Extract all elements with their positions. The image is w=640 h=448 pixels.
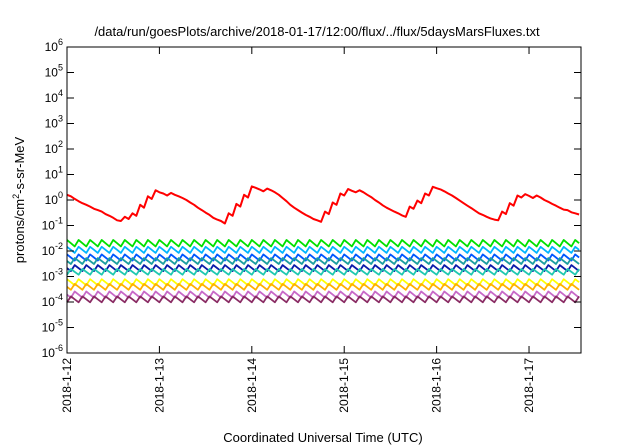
chart-title: /data/run/goesPlots/archive/2018-01-17/1… [94,24,540,39]
y-tick-label: 10-6 [42,343,63,360]
y-tick-label: 101 [45,165,63,182]
series-line-8 [66,282,580,291]
y-tick-label: 105 [45,63,63,80]
x-tick-label: 2018-1-15 [337,358,351,413]
y-tick-label: 10-1 [42,216,63,233]
x-axis-label: Coordinated Universal Time (UTC) [223,430,422,445]
y-tick-label: 103 [45,114,63,131]
x-tick-label: 2018-1-16 [430,358,444,413]
series-line-5 [66,264,580,273]
x-tick-label: 2018-1-12 [60,358,74,413]
y-tick-label: 102 [45,139,63,156]
y-tick-label: 10-3 [42,267,63,284]
series-line-6 [66,268,580,276]
x-axis: 2018-1-12 2018-1-13 2018-1-14 2018-1-15 2018… [60,47,536,413]
y-axis-label: protons/cm2-s-sr-MeV [11,136,27,263]
y-tick-label: 106 [45,37,63,54]
series-line-2 [66,245,580,254]
x-tick-label: 2018-1-14 [245,358,259,413]
series-line-9 [66,290,580,299]
x-tick-label: 2018-1-17 [522,358,536,413]
series-line-7 [66,278,580,287]
y-tick-label: 100 [45,190,63,207]
y-tick-label: 10-2 [42,241,63,258]
plot-frame [66,46,582,354]
x-tick-label: 2018-1-13 [152,358,166,413]
y-tick-label: 104 [45,88,63,105]
series-line-3 [66,253,580,262]
y-tick-label: 10-4 [42,292,63,309]
y-tick-label: 10-5 [42,318,63,335]
series-line-1 [66,239,580,248]
series-layer [66,185,580,304]
series-line-10 [66,295,580,304]
y-axis: 10-6 10-5 10-4 10-3 10-2 10-1 100 101 102 103 104 1… [42,37,581,360]
series-line-0 [66,185,580,225]
series-line-4 [66,257,580,265]
